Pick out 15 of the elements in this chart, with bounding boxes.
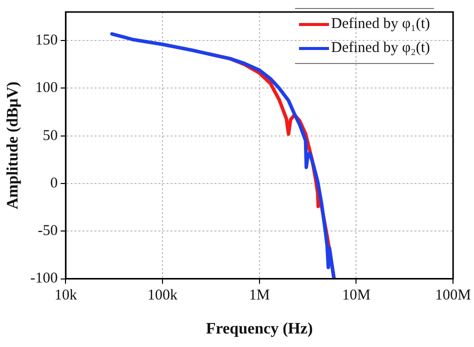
x-tick-label: 100k bbox=[148, 288, 178, 304]
y-axis-title: Amplitude (dBμV) bbox=[4, 82, 22, 210]
y-tick-label: -100 bbox=[30, 270, 58, 287]
x-axis-title: Frequency (Hz) bbox=[206, 320, 313, 338]
y-tick-label: 50 bbox=[42, 128, 58, 144]
y-tick-label: 100 bbox=[35, 80, 58, 96]
y-tick-label: -50 bbox=[38, 223, 58, 240]
y-tick-label: 150 bbox=[35, 32, 58, 49]
x-tick-label: 1M bbox=[248, 288, 270, 304]
x-tick-label: 100M bbox=[435, 288, 472, 304]
legend-label: Defined by φ₁(t) bbox=[331, 16, 430, 32]
x-tick-label: 10k bbox=[54, 288, 78, 304]
legend-label: Defined by φ₂(t) bbox=[331, 40, 430, 56]
y-tick-label: 0 bbox=[50, 175, 58, 192]
x-tick-label: 10M bbox=[342, 288, 370, 304]
